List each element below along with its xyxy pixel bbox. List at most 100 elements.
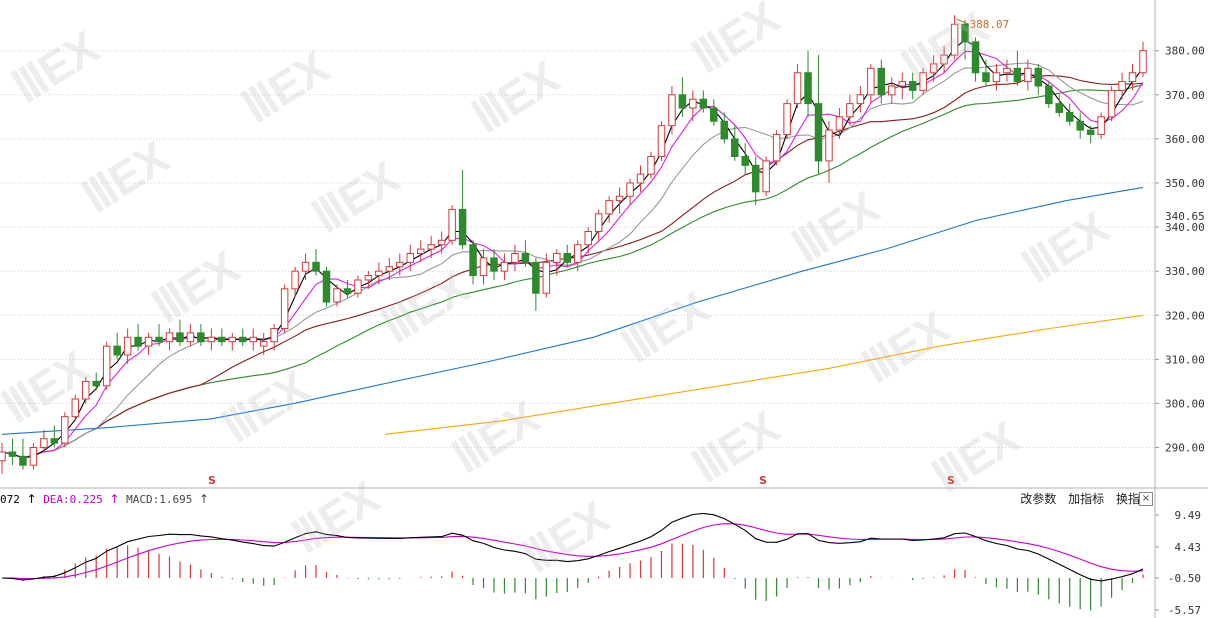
candle-body: [804, 72, 812, 105]
candle-body: [427, 244, 435, 250]
candle-body: [992, 72, 1001, 83]
candle-body: [40, 438, 48, 449]
candle-body: [741, 156, 749, 166]
candle-body: [8, 451, 17, 457]
candle-body: [647, 156, 655, 175]
up-arrow-icon: ↑: [198, 492, 210, 506]
candle-body: [1139, 50, 1147, 74]
candle-body: [657, 125, 666, 158]
candle-body: [1045, 85, 1053, 105]
candle-body: [751, 164, 760, 193]
candle-body: [835, 116, 844, 131]
candle-body: [280, 288, 289, 329]
candle-body: [908, 81, 917, 91]
candle-body: [1034, 67, 1043, 87]
candle-body: [249, 336, 257, 343]
candle-body: [710, 107, 718, 122]
axis-tick-label: 320.00: [1165, 309, 1205, 322]
candle-body: [1076, 120, 1084, 131]
candle-body: [1003, 67, 1011, 74]
candlestick-series: [0, 15, 1147, 474]
candle-body: [615, 195, 624, 202]
candle-body: [1128, 72, 1137, 83]
axis-tick-label: 330.00: [1165, 265, 1205, 278]
candle-body: [762, 160, 770, 193]
candle-body: [1086, 129, 1095, 135]
candle-body: [867, 67, 875, 96]
candle-body: [636, 173, 645, 184]
axis-tick-label: 300.00: [1165, 397, 1205, 410]
axis-tick-label: 380.00: [1165, 45, 1205, 58]
candle-body: [81, 380, 90, 400]
candle-body: [0, 451, 6, 462]
macd-axis-label: 4.43: [1175, 541, 1202, 554]
candle-body: [396, 261, 404, 268]
candle-body: [1118, 81, 1126, 91]
candle-body: [144, 336, 153, 347]
candle-body: [354, 279, 362, 294]
candle-body: [123, 336, 132, 356]
candle-body: [176, 332, 184, 343]
candle-body: [218, 336, 226, 343]
candle-body: [102, 345, 111, 387]
candle-body: [605, 200, 613, 215]
candle-body: [940, 54, 948, 65]
candle-body: [448, 208, 456, 241]
candle-body: [678, 94, 687, 109]
ma3-line: [1, 39, 1144, 459]
candle-body: [888, 85, 896, 96]
candle-body: [793, 72, 802, 105]
candle-body: [971, 41, 980, 74]
candle-body: [1024, 67, 1032, 83]
candle-body: [71, 398, 80, 418]
indicator-toolbar: 改参数 加指标 换指标: [1012, 491, 1152, 507]
candle-body: [521, 253, 530, 263]
dea-line: [1, 523, 1144, 580]
moving-average-lines: [1, 39, 1144, 459]
candle-body: [437, 239, 446, 246]
candle-body: [532, 261, 540, 294]
candle-body: [333, 288, 341, 303]
candle-body: [312, 261, 320, 272]
candle-body: [511, 253, 519, 263]
add-indicator-button[interactable]: 加指标: [1068, 492, 1105, 506]
candle-body: [668, 94, 676, 127]
candle-body: [19, 455, 27, 466]
axis-tick-label: 290.00: [1165, 442, 1205, 455]
candle-body: [92, 380, 100, 387]
candle-body: [500, 261, 509, 272]
ma30-line: [33, 84, 1144, 456]
axis-tick-label: 350.00: [1165, 177, 1205, 190]
axis-tick-label: 370.00: [1165, 89, 1205, 102]
ma60-line: [1, 186, 1144, 435]
candle-body: [1013, 67, 1022, 83]
last-price-label: 340.65: [1165, 210, 1205, 223]
macd-axis-label: 9.49: [1175, 509, 1202, 522]
dea-value: DEA:0.225: [43, 493, 103, 506]
candle-body: [1097, 116, 1105, 135]
axis-tick-label: 360.00: [1165, 133, 1205, 146]
candle-body: [301, 261, 310, 272]
macd-lines: [1, 512, 1144, 582]
candle-body: [50, 438, 59, 444]
candle-body: [490, 257, 498, 272]
macd-header: 072 ↑ DEA:0.225 ↑ MACD:1.695 ↑: [0, 491, 1155, 507]
candle-body: [385, 266, 394, 272]
candle-body: [197, 332, 205, 343]
candle-body: [406, 253, 414, 263]
event-markers: 388.07 S S S: [208, 18, 1009, 487]
candle-body: [416, 248, 425, 255]
up-arrow-icon: ↑: [109, 492, 120, 506]
close-indicator-button[interactable]: ×: [1139, 492, 1153, 506]
ma20-line: [22, 75, 1144, 459]
candle-body: [825, 129, 833, 162]
high-marker-label: 388.07: [970, 18, 1010, 31]
candle-body: [343, 288, 352, 294]
candle-body: [239, 336, 247, 343]
candle-body: [259, 341, 268, 347]
candle-body: [1107, 89, 1116, 118]
change-params-button[interactable]: 改参数: [1020, 492, 1057, 506]
price-axis: 380.00 370.00 360.00 350.00 340.00 330.00 320.…: [1155, 45, 1208, 455]
macd-value: MACD:1.695: [126, 493, 193, 506]
